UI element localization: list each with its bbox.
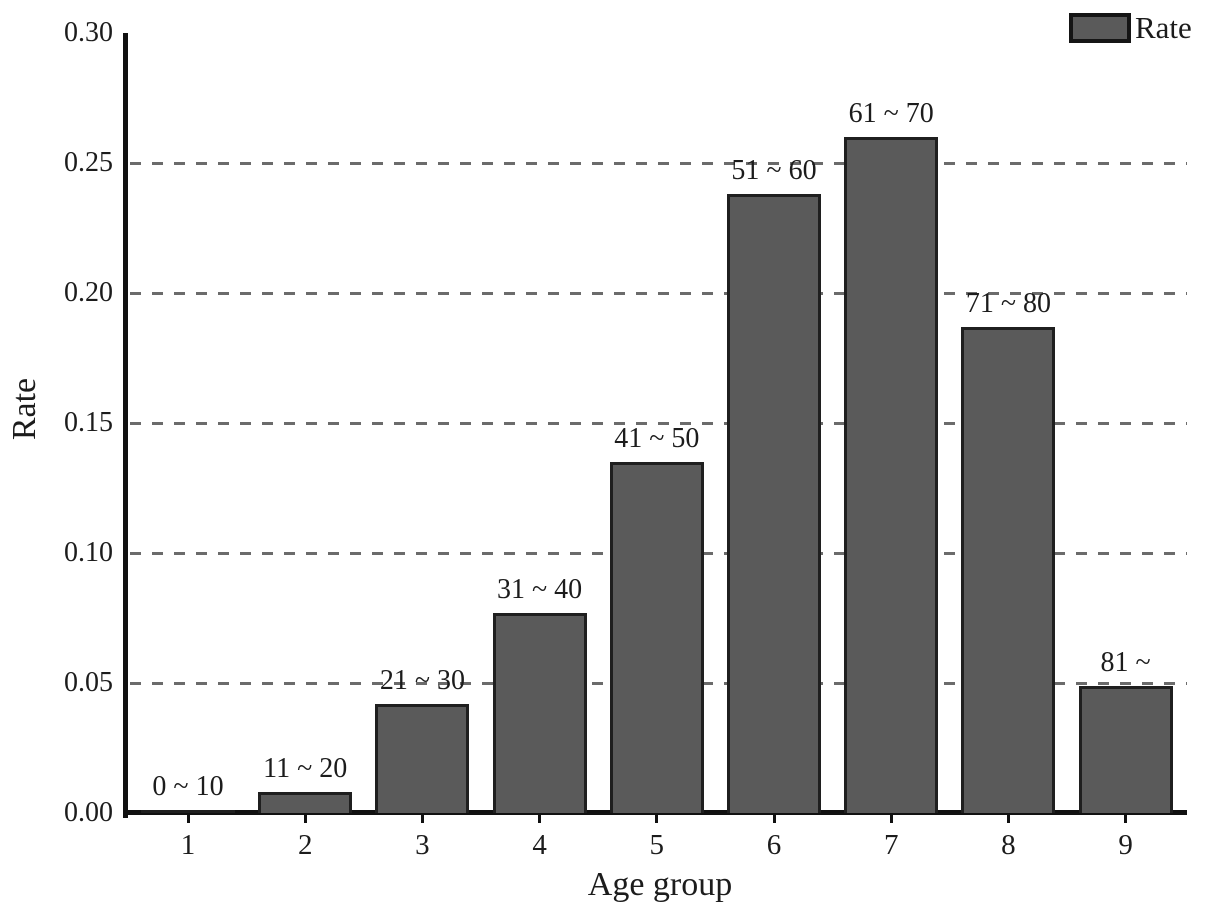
bar-value-label: 51 ~ 60 [731,155,817,187]
grid-line [130,421,1187,425]
x-tick-mark [538,815,542,823]
legend: Rate [1069,8,1192,48]
x-tick-label: 3 [415,829,430,861]
y-axis-line [123,33,128,818]
legend-swatch-icon [1069,13,1131,43]
bar-value-label: 0 ~ 10 [152,771,224,803]
bar-value-label: 71 ~ 80 [965,287,1051,319]
x-axis-title: Age group [587,866,733,903]
x-tick-mark [186,815,190,823]
x-tick-label: 7 [883,829,899,861]
y-axis-title: Rate [6,377,43,441]
bar [375,703,470,813]
x-tick-mark [420,815,424,823]
bar-value-label: 41 ~ 50 [614,423,700,454]
bar [258,792,353,813]
x-tick-mark [303,815,307,823]
y-tick-label: 0.10 [64,537,113,568]
legend-label: Rate [1135,10,1192,45]
x-tick-label: 1 [180,829,196,861]
bar [141,810,235,813]
y-tick-label: 0.05 [64,667,113,698]
bar [1078,685,1173,813]
x-tick-mark [889,815,893,823]
bar [609,462,704,813]
bar-value-label: 21 ~ 30 [379,664,465,696]
x-tick-label: 8 [1001,829,1016,861]
x-tick-mark [772,815,776,823]
x-tick-label: 6 [766,829,782,861]
grid-line [130,161,1187,165]
bar-value-label: 61 ~ 70 [848,98,934,129]
grid-line [130,291,1187,295]
bar-value-label: 81 ~ [1100,646,1151,678]
bar [961,326,1056,813]
bar [727,194,821,813]
y-tick-label: 0.00 [64,797,113,828]
y-tick-label: 0.15 [64,407,113,438]
x-tick-label: 4 [532,829,547,861]
y-tick-label: 0.25 [64,147,113,178]
bar-value-label: 31 ~ 40 [497,573,583,605]
x-tick-mark [1006,815,1010,823]
x-tick-mark [1124,815,1128,823]
bar [844,137,939,813]
x-tick-label: 9 [1118,829,1133,861]
y-tick-label: 0.20 [64,277,113,308]
x-tick-label: 5 [649,829,665,861]
x-tick-mark [655,815,659,823]
bar-value-label: 11 ~ 20 [263,753,348,785]
x-tick-label: 2 [297,829,313,861]
bar [492,612,587,813]
y-tick-label: 0.30 [64,17,113,48]
